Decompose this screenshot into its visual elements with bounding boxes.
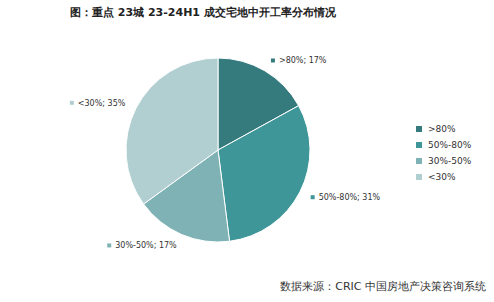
legend-swatch xyxy=(416,126,422,132)
data-label-marker xyxy=(70,101,74,105)
data-label: >80%; 17% xyxy=(279,56,327,65)
data-label-marker xyxy=(311,195,315,199)
legend-swatch xyxy=(416,174,422,180)
pie xyxy=(126,58,310,242)
data-label-group: 50%-80%; 31% xyxy=(311,193,381,202)
legend-label: >80% xyxy=(428,124,456,134)
source: 数据来源：CRIC 中国房地产决策咨询系统 xyxy=(280,280,486,293)
legend-label: 50%-80% xyxy=(428,140,472,150)
legend-swatch xyxy=(416,158,422,164)
slice xyxy=(126,58,218,204)
data-label-marker xyxy=(107,243,111,247)
slice xyxy=(218,106,310,242)
data-label-group: >80%; 17% xyxy=(271,56,327,65)
data-label-group: <30%; 35% xyxy=(70,99,126,108)
data-label-marker xyxy=(271,58,275,62)
data-label-group: 30%-50%; 17% xyxy=(107,241,177,250)
legend: >80% 50%-80% 30%-50% <30% xyxy=(416,124,472,182)
legend-swatch xyxy=(416,142,422,148)
data-label: 30%-50%; 17% xyxy=(115,241,177,250)
legend-label: 30%-50% xyxy=(428,156,472,166)
chart: 图：重点 23城 23-24H1 成交宅地中开工率分布情况 >80%; 17% 50… xyxy=(0,0,494,302)
data-label: <30%; 35% xyxy=(78,99,126,108)
data-label: 50%-80%; 31% xyxy=(319,193,381,202)
legend-label: <30% xyxy=(428,172,456,182)
title: 图：重点 23城 23-24H1 成交宅地中开工率分布情况 xyxy=(70,6,337,19)
